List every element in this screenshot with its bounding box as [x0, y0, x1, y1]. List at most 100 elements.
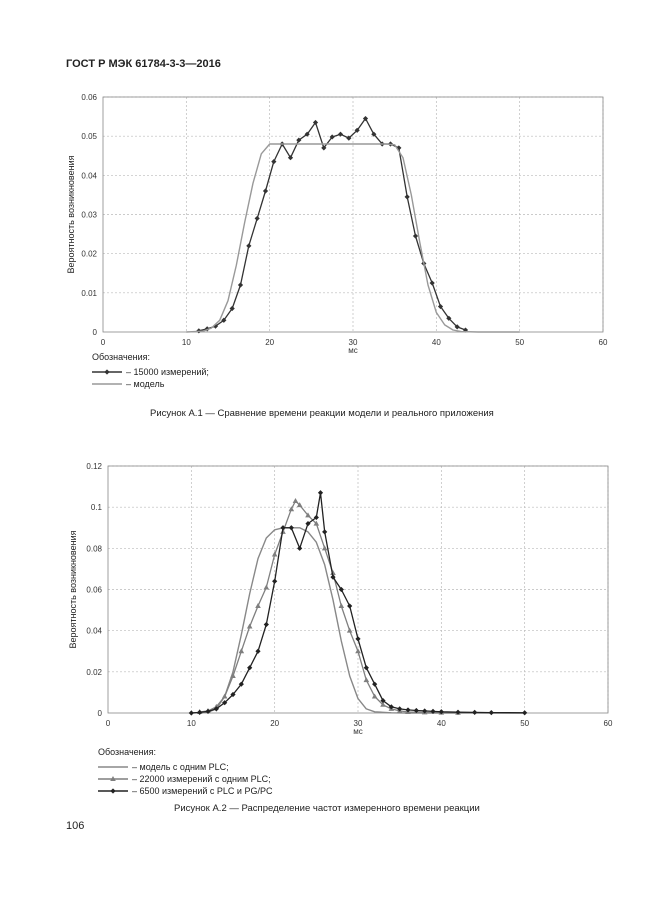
- legend-title: Обозначения:: [92, 352, 150, 362]
- data-point: [346, 135, 352, 141]
- y-tick-label: 0.04: [81, 171, 97, 180]
- data-point: [262, 188, 269, 194]
- legend-title: Обозначения:: [98, 747, 156, 757]
- data-point: [204, 326, 210, 332]
- data-point: [205, 708, 211, 714]
- data-point: [454, 324, 460, 330]
- data-point: [110, 776, 116, 781]
- x-tick-label: 50: [520, 719, 529, 728]
- x-tick-label: 30: [354, 719, 363, 728]
- data-point: [329, 134, 335, 140]
- data-point: [522, 710, 528, 716]
- series-2: [196, 497, 461, 715]
- data-point: [263, 584, 270, 590]
- data-point: [197, 709, 203, 715]
- series-2: [186, 143, 520, 333]
- data-point: [263, 621, 269, 628]
- data-point: [371, 131, 377, 137]
- y-tick-label: 0: [93, 328, 98, 337]
- y-tick-label: 0.06: [86, 586, 102, 595]
- data-point: [362, 115, 369, 122]
- data-point: [110, 788, 116, 794]
- data-point: [230, 691, 236, 698]
- x-tick-label: 60: [604, 719, 613, 728]
- data-point: [304, 131, 310, 137]
- data-point: [246, 623, 253, 629]
- y-tick-label: 0: [98, 709, 103, 718]
- data-point: [254, 215, 260, 222]
- x-axis-label: мс: [348, 346, 358, 355]
- data-point: [404, 194, 410, 200]
- y-tick-label: 0.01: [81, 289, 97, 298]
- x-tick-label: 0: [106, 719, 111, 728]
- data-point: [355, 648, 361, 654]
- data-point: [255, 602, 261, 608]
- data-point: [347, 603, 353, 609]
- x-tick-label: 50: [515, 338, 524, 347]
- data-point: [305, 521, 311, 527]
- x-tick-label: 40: [432, 338, 441, 347]
- data-point: [292, 497, 299, 503]
- data-point: [321, 545, 328, 551]
- y-axis-label: Вероятность возникновения: [68, 530, 78, 648]
- data-point: [104, 369, 110, 375]
- page-number: 106: [66, 820, 85, 832]
- legend-entry-label: – модель с одним PLC;: [132, 762, 229, 772]
- data-point: [472, 709, 478, 715]
- data-point: [346, 627, 353, 633]
- data-point: [422, 708, 428, 714]
- data-point: [221, 317, 227, 323]
- chart-1-group: [102, 96, 604, 334]
- figure-a1-caption: Рисунок А.1 — Сравнение времени реакции …: [150, 408, 494, 419]
- x-tick-label: 60: [599, 338, 608, 347]
- data-point: [388, 704, 394, 710]
- x-axis-label: мс: [353, 727, 363, 736]
- data-point: [229, 305, 235, 312]
- data-point: [372, 681, 378, 687]
- data-point: [397, 706, 403, 712]
- data-point: [222, 700, 228, 706]
- series-1: [196, 115, 469, 334]
- data-point: [317, 490, 324, 496]
- data-point: [305, 512, 311, 518]
- y-tick-label: 0.1: [91, 503, 103, 512]
- data-point: [255, 648, 261, 654]
- data-point: [313, 520, 320, 526]
- data-point: [380, 701, 386, 707]
- series-3: [188, 490, 528, 716]
- x-tick-label: 20: [265, 338, 274, 347]
- data-point: [271, 551, 278, 557]
- data-point: [288, 506, 295, 512]
- data-point: [288, 525, 294, 531]
- data-point: [330, 574, 336, 580]
- data-point: [238, 681, 244, 687]
- data-point: [221, 693, 228, 699]
- data-point: [312, 119, 319, 126]
- data-point: [296, 502, 303, 508]
- chart-2-group: [107, 465, 609, 716]
- y-tick-label: 0.08: [86, 544, 102, 553]
- data-point: [429, 280, 435, 286]
- data-point: [355, 636, 361, 642]
- data-point: [396, 145, 402, 151]
- x-tick-label: 10: [182, 338, 191, 347]
- y-tick-label: 0.05: [81, 132, 97, 141]
- y-axis-label: Вероятность возникновения: [66, 155, 76, 273]
- data-point: [246, 243, 252, 249]
- legend-entry-label: – 22000 измерений с одним PLC;: [132, 774, 271, 784]
- data-point: [272, 578, 278, 584]
- y-tick-label: 0.02: [81, 250, 97, 259]
- data-point: [363, 665, 369, 671]
- data-point: [488, 709, 494, 716]
- document-header: ГОСТ Р МЭК 61784-3-3—2016: [66, 58, 221, 70]
- data-point: [297, 545, 303, 551]
- data-point: [213, 706, 219, 712]
- series-line: [191, 527, 525, 714]
- data-point: [337, 131, 344, 137]
- x-tick-label: 40: [437, 719, 446, 728]
- x-tick-label: 20: [270, 719, 279, 728]
- plot-frame: [102, 96, 604, 333]
- data-point: [322, 529, 328, 535]
- data-point: [413, 707, 419, 714]
- x-tick-label: 30: [349, 338, 358, 347]
